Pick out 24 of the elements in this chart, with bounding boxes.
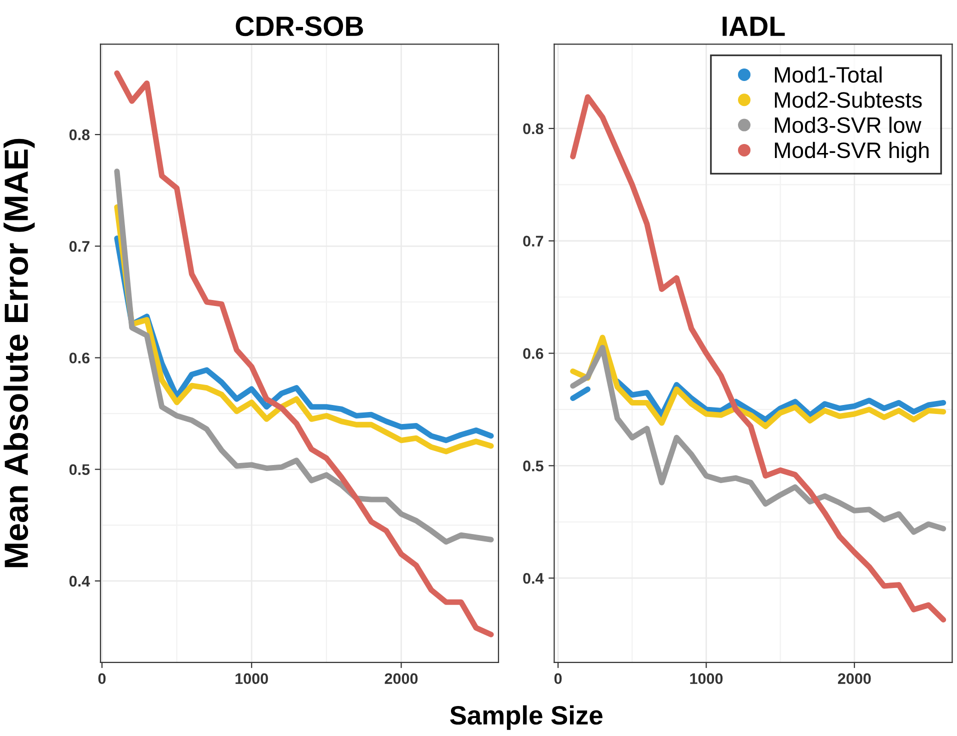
y-tick-label: 0.5 — [523, 460, 544, 472]
legend-label: Mod3-SVR low — [774, 116, 922, 134]
chart-title: IADL — [722, 16, 785, 36]
y-tick-label: 0.8 — [69, 129, 90, 140]
y-tick-label: 0.5 — [69, 464, 90, 476]
y-tick-label: 0.4 — [523, 572, 544, 584]
legend-label: Mod4-SVR high — [774, 142, 929, 163]
x-tick-label: 1000 — [236, 673, 268, 684]
y-tick-label: 0.4 — [69, 576, 90, 587]
x-axis-title: Sample Size — [450, 705, 602, 730]
y-tick-label: 0.6 — [523, 348, 544, 359]
chart-title: CDR-SOB — [236, 16, 364, 36]
y-tick-label: 0.7 — [69, 241, 90, 252]
y-axis-title: Mean Absolute Error (MAE) — [4, 138, 35, 568]
legend-label: Mod2-Subtests — [774, 92, 922, 108]
legend-label: Mod1-Total — [774, 66, 882, 83]
x-tick-label: 2000 — [384, 673, 418, 684]
x-tick-label: 2000 — [838, 673, 871, 684]
x-tick-label: 1000 — [690, 673, 723, 684]
x-tick-label: 0 — [554, 673, 562, 684]
y-tick-label: 0.6 — [69, 352, 90, 364]
y-tick-label: 0.7 — [523, 236, 544, 247]
y-tick-label: 0.8 — [523, 123, 544, 134]
x-tick-label: 0 — [98, 673, 106, 684]
